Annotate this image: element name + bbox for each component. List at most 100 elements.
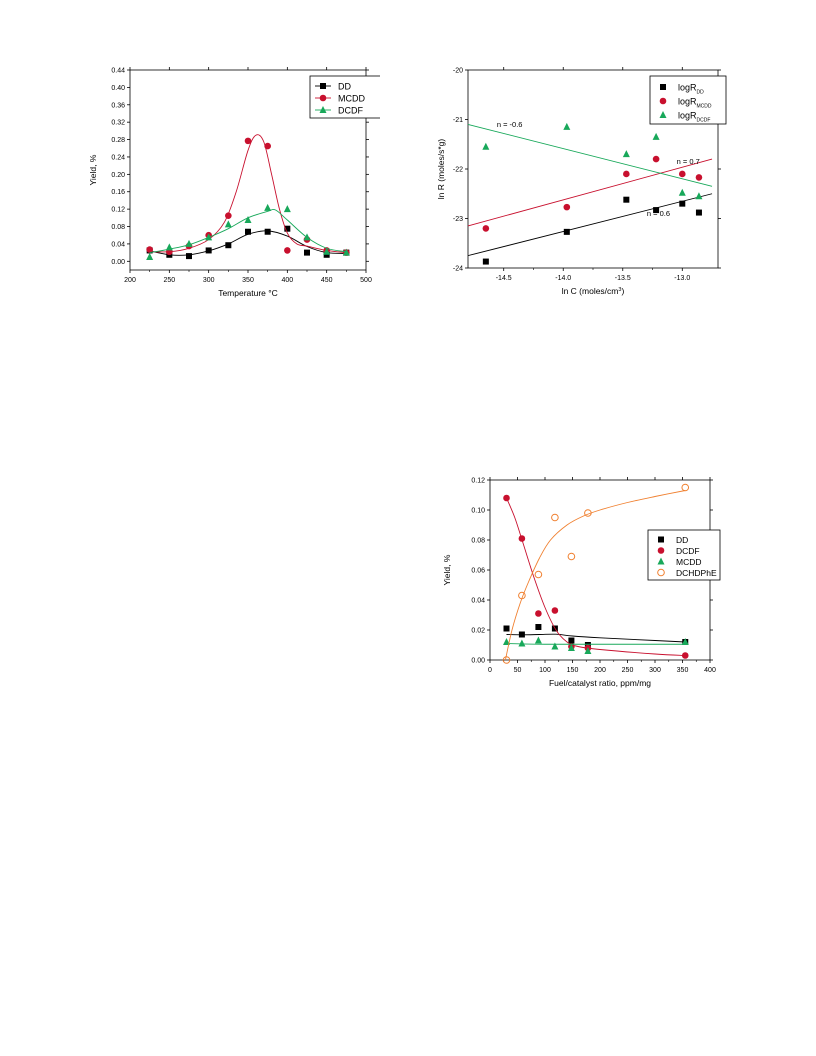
y-tick-label: 0.02: [471, 628, 485, 635]
data-point-dd: [323, 251, 330, 258]
y-tick-label: 0.04: [111, 241, 125, 248]
data-point-dd: [205, 247, 212, 254]
x-tick-label: 100: [539, 667, 551, 674]
data-point-dchdphe: [534, 570, 543, 579]
data-point-dd: [623, 196, 630, 203]
y-axis-label: ln R (moles/s*g): [436, 139, 446, 200]
y-tick-label: 0.28: [111, 137, 125, 144]
data-point-dcdf: [185, 239, 193, 247]
fit-line-mcdd: [506, 643, 686, 645]
y-tick-label: 0.12: [111, 207, 125, 214]
x-tick-label: -14.0: [555, 275, 571, 282]
y-tick-label: -22: [453, 167, 463, 174]
data-point-dcdf: [303, 233, 311, 241]
data-point-dcdf: [482, 142, 490, 150]
x-tick-label: 150: [567, 667, 579, 674]
data-point-dcdf: [551, 607, 559, 614]
fit-line-dcdf: [467, 124, 713, 187]
data-point-mcdd: [563, 203, 571, 211]
x-tick-label: 0: [488, 667, 492, 674]
data-point-dcdf: [342, 248, 350, 256]
yield-vs-ratio-chart: 0 50 100 150 200 250 300 350 400 0.00 0.02 0.04 0.06…: [430, 470, 730, 715]
y-tick-label: 0.36: [111, 102, 125, 109]
data-point-mcdd: [534, 636, 542, 644]
y-tick-label: 0.12: [471, 478, 485, 485]
yield-vs-temperature-svg: 200 250 300 350 400 450 500 0.00 0.04 0.08 0.12 0.1…: [88, 67, 385, 298]
data-point-dd: [225, 242, 232, 249]
x-tick-label: 350: [242, 277, 254, 284]
legend-label: MCDD: [676, 557, 702, 567]
y-tick-label: 0.16: [111, 189, 125, 196]
data-point-dd: [563, 228, 570, 235]
y-tick-label: 0.20: [111, 172, 125, 179]
legend-label: logRMCDD: [678, 97, 712, 110]
fit-line-dd: [467, 193, 713, 257]
fit-line-dcdf: [506, 497, 686, 656]
data-point-mcdd: [518, 639, 526, 647]
legend-label: DCHDPhE: [676, 568, 717, 578]
data-point-mcdd: [584, 647, 592, 654]
x-tick-label: 300: [649, 667, 661, 674]
data-point-mcdd: [503, 638, 510, 645]
data-point-mcdd: [146, 246, 153, 253]
data-point-dcdf: [695, 192, 703, 200]
x-axis-label: Temperature °C: [218, 288, 278, 298]
y-tick-label: 0.04: [471, 598, 485, 605]
data-point-mcdd: [244, 137, 252, 145]
legend-marker-dchdphe: [657, 568, 665, 577]
data-point-dchdphe: [584, 509, 592, 517]
data-point-dcdf: [205, 233, 213, 241]
data-point-mcdd: [652, 155, 660, 163]
data-point-dd: [535, 624, 542, 630]
y-axis-label: Yield, %: [442, 554, 452, 585]
data-point-dcdf: [678, 188, 686, 196]
y-tick-label: -24: [453, 266, 463, 273]
data-point-dchdphe: [502, 656, 511, 664]
data-point-dcdf: [323, 247, 331, 255]
data-point-dchdphe: [551, 513, 559, 522]
legend-marker-dcdf: [319, 106, 327, 113]
legend-label: logRDCDF: [678, 111, 710, 124]
annotation: n = 0.7: [677, 157, 700, 166]
data-point-dchdphe: [518, 591, 526, 600]
lnr-vs-lnc-chart: -14.5 -14.0 -13.5 -13.0 -24 -23 -22 -21 -20 ln C …: [430, 60, 730, 305]
legend-marker-dcdf: [659, 111, 667, 118]
y-tick-label: 0.32: [111, 120, 125, 127]
data-point-dd: [503, 625, 510, 632]
data-point-mcdd: [551, 642, 559, 650]
data-point-dcdf: [622, 150, 630, 158]
y-tick-label: 0.44: [111, 68, 125, 75]
legend-marker-dd: [320, 83, 326, 89]
legend-label: DD: [338, 82, 351, 92]
fit-line-dchdphe: [504, 490, 686, 661]
data-point-dcdf: [283, 205, 291, 213]
fit-line-mcdd: [467, 158, 713, 227]
data-point-dd: [284, 225, 291, 232]
x-axis-label: ln C (moles/cm3): [562, 286, 625, 296]
legend-label: DCDF: [338, 106, 363, 116]
data-point-dcdf: [264, 203, 272, 211]
data-point-dchdphe: [681, 483, 690, 492]
legend-label: logRDD: [678, 83, 704, 96]
x-tick-label: 300: [203, 277, 215, 284]
legend-label: MCDD: [338, 94, 365, 104]
data-point-dcdf: [652, 132, 660, 140]
y-tick-label: -21: [453, 117, 463, 124]
data-point-dd: [304, 249, 310, 256]
y-tick-label: 0.10: [471, 508, 485, 515]
y-tick-label: -23: [453, 216, 463, 223]
annotation: n = 0.6: [647, 209, 670, 218]
data-point-dcdf: [518, 535, 526, 542]
legend-marker-dd: [658, 536, 664, 543]
data-point-dd: [245, 228, 251, 235]
legend-marker-mcdd: [657, 557, 665, 565]
x-tick-label: -13.0: [674, 275, 690, 282]
data-point-dd: [264, 228, 271, 235]
legend-label: DD: [676, 535, 688, 545]
data-point-dcdf: [224, 220, 232, 228]
y-tick-label: 0.24: [111, 154, 125, 161]
data-point-dcdf: [535, 610, 542, 617]
fit-line-dd: [506, 633, 686, 643]
legend-marker-dcdf: [657, 547, 665, 554]
legend-label: DCDF: [676, 546, 700, 556]
